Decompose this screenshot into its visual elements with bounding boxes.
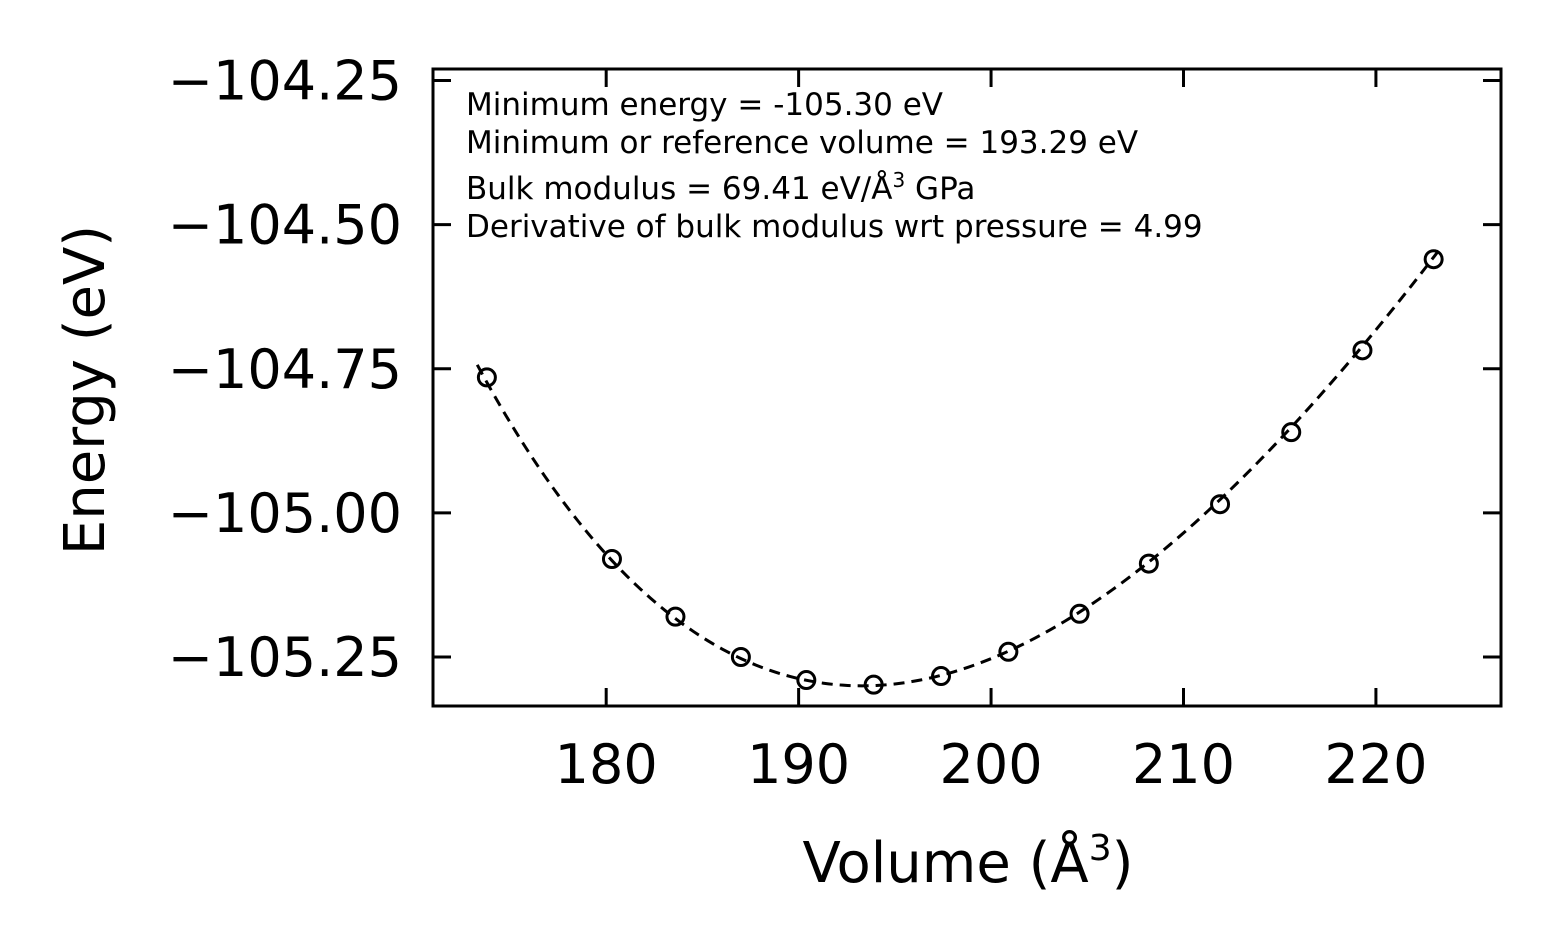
data-point — [1210, 494, 1231, 515]
data-point — [796, 670, 817, 691]
x-tick-label: 180 — [555, 733, 658, 796]
data-point — [601, 549, 622, 569]
y-axis-title: Energy (eV) — [53, 225, 118, 555]
plot-frame — [431, 67, 1503, 708]
x-tick-label: 200 — [940, 733, 1043, 796]
annotation-min-energy: Minimum energy = -105.30 eV — [466, 87, 943, 123]
annotation-min-volume: Minimum or reference volume = 193.29 eV — [466, 125, 1138, 161]
annotation-bulk-derivative: Derivative of bulk modulus wrt pressure … — [466, 209, 1203, 245]
x-axis-title-sup: 3 — [1089, 828, 1112, 869]
fit-curve-layer — [475, 248, 1441, 688]
y-tick-label: −105.25 — [168, 626, 402, 689]
annotation-bulk-sup: 3 — [892, 168, 905, 192]
annotation-bulk-tail: GPa — [905, 171, 975, 207]
x-axis-title-close: ) — [1112, 831, 1134, 896]
data-point — [1423, 249, 1444, 270]
data-point — [476, 367, 497, 388]
data-point — [1281, 422, 1302, 443]
x-tick-label: 220 — [1324, 733, 1427, 796]
annotation-bulk-main: Bulk modulus = 69.41 eV/Å — [466, 171, 892, 207]
x-tick-label: 210 — [1132, 733, 1235, 796]
data-point — [1069, 603, 1090, 624]
annotation-box: Minimum energy = -105.30 eV Minimum or r… — [466, 87, 1203, 245]
x-tick-label: 190 — [747, 733, 850, 796]
x-axis-title-main: Volume (Å — [803, 830, 1089, 896]
data-point — [1138, 553, 1159, 574]
ticks-layer: 180 190 200 210 220 −104.25 −104.50 −104.75 −105… — [168, 50, 1501, 796]
fit-curve — [475, 248, 1441, 688]
x-axis-title: Volume (Å3) — [803, 828, 1134, 896]
annotation-bulk-modulus: Bulk modulus = 69.41 eV/Å3 GPa — [466, 168, 975, 207]
y-tick-label: −104.75 — [168, 338, 402, 401]
plot-border — [431, 67, 1503, 708]
data-point — [730, 647, 751, 667]
data-point — [1352, 340, 1373, 361]
data-points-layer — [476, 249, 1444, 695]
y-tick-label: −105.00 — [168, 482, 402, 545]
data-point — [998, 641, 1019, 662]
y-tick-label: −104.50 — [168, 194, 402, 257]
data-point — [931, 666, 952, 687]
data-point — [665, 606, 686, 627]
y-tick-label: −104.25 — [168, 50, 402, 113]
data-point — [863, 674, 884, 695]
